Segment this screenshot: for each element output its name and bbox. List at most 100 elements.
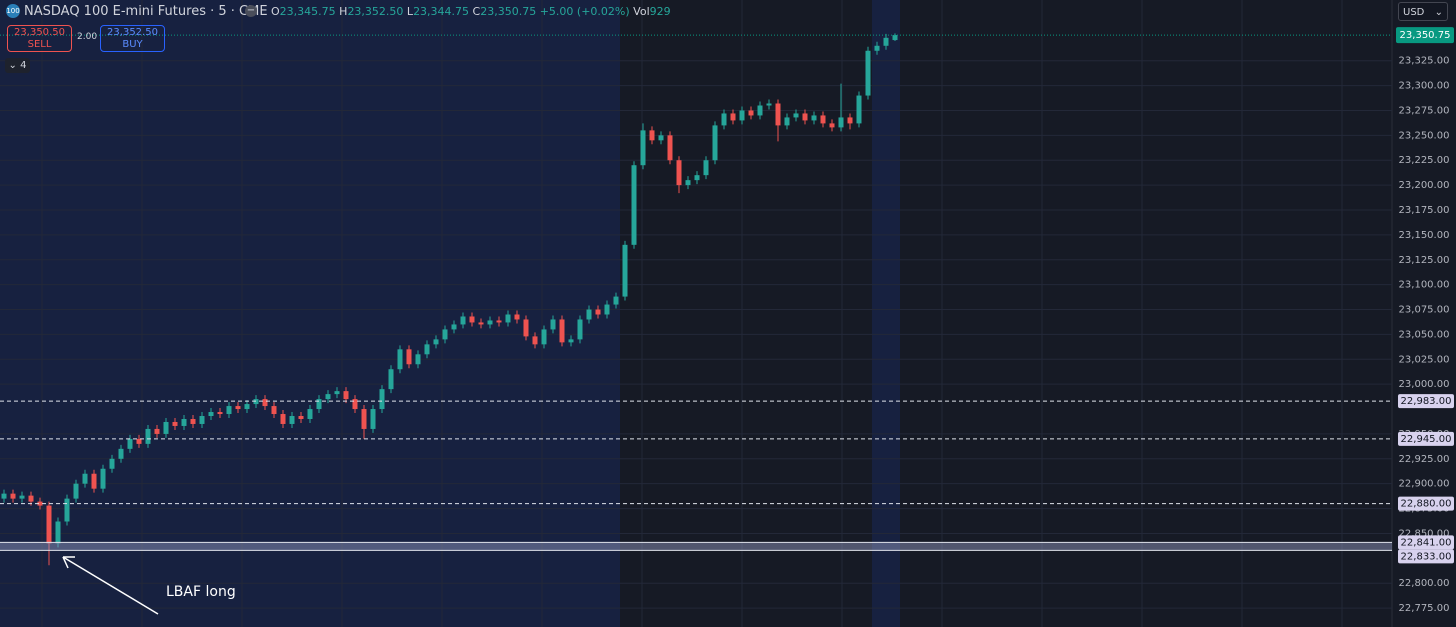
candle-body	[496, 320, 502, 323]
candle-body	[397, 349, 403, 370]
y-tick-label: 23,250.00	[1399, 130, 1450, 141]
c-label: C	[472, 5, 481, 18]
level-label-bg	[1398, 549, 1454, 564]
candle-body	[118, 448, 124, 459]
candle-body	[199, 416, 205, 424]
y-tick-label: 22,925.00	[1399, 454, 1450, 465]
y-tick-label: 23,300.00	[1399, 81, 1450, 92]
candle-body	[91, 473, 97, 489]
o-value: 23,345.75	[279, 5, 336, 18]
y-tick-label: 23,200.00	[1399, 180, 1450, 191]
candle-body	[46, 505, 52, 544]
candle-body	[28, 495, 34, 502]
candle-body	[568, 339, 574, 343]
candle-body	[514, 314, 520, 320]
candle-body	[82, 473, 88, 484]
candle-body	[604, 304, 610, 315]
y-tick-label: 23,325.00	[1399, 56, 1450, 67]
zone	[0, 542, 1392, 551]
candle-body	[847, 117, 853, 124]
candle-body	[523, 319, 529, 337]
collapse-button[interactable]: −	[245, 5, 257, 17]
candle-body	[262, 399, 268, 407]
y-tick-label: 23,150.00	[1399, 230, 1450, 241]
buy-button[interactable]: 23,352.50 BUY	[100, 25, 165, 52]
candle-body	[19, 495, 25, 499]
sell-price: 23,350.50	[14, 27, 65, 38]
arrow-head	[62, 556, 75, 569]
candle-body	[451, 324, 457, 330]
y-tick-label: 23,000.00	[1399, 379, 1450, 390]
annotation-arrow	[62, 556, 159, 615]
y-tick-label: 22,850.00	[1399, 528, 1450, 539]
l-label: L	[406, 5, 414, 18]
candle-body	[487, 320, 493, 325]
candle-body	[388, 369, 394, 390]
level-label: 22,841.00	[1401, 537, 1452, 548]
level-label: 22,880.00	[1401, 499, 1452, 510]
candle-body	[541, 329, 547, 345]
candle-body	[181, 418, 187, 426]
candle-body	[631, 165, 637, 245]
candle-body	[352, 399, 358, 410]
candle-body	[109, 458, 115, 469]
volume: 929	[649, 5, 671, 18]
candle-body	[739, 110, 745, 121]
candle-body	[271, 406, 277, 415]
candle-body	[649, 130, 655, 141]
candle-body	[1, 493, 7, 499]
candle-body	[217, 412, 223, 415]
y-tick-label: 23,075.00	[1399, 305, 1450, 316]
candle-body	[172, 421, 178, 426]
candle-body	[298, 416, 304, 419]
h-label: H	[339, 5, 348, 18]
currency: USD	[1403, 7, 1425, 18]
candle-body	[343, 391, 349, 400]
candle-body	[856, 95, 862, 124]
candle-body	[325, 394, 331, 400]
candle-body	[379, 389, 385, 410]
candle-body	[100, 468, 106, 489]
symbol-title[interactable]: NASDAQ 100 E-mini Futures · 5 · CME	[24, 4, 268, 19]
candle-body	[865, 50, 871, 96]
last-price-bg	[1396, 27, 1454, 44]
change: +5.00 (+0.02%)	[539, 5, 630, 18]
candle-body	[892, 35, 898, 41]
o-label: O	[271, 5, 280, 18]
candle-body	[550, 319, 556, 330]
candle-body	[280, 414, 286, 424]
sell-button[interactable]: 23,350.50 SELL	[7, 25, 72, 52]
candle-body	[667, 135, 673, 161]
candle-body	[37, 501, 43, 506]
vertical-grid	[41, 0, 1343, 627]
candle-body	[433, 339, 439, 345]
level-label-bg	[1398, 431, 1454, 446]
candle-body	[676, 160, 682, 186]
candle-body	[559, 319, 565, 343]
ohlc-readout: O23,345.75 H23,352.50 L23,344.75 C23,350…	[271, 5, 671, 18]
indicators-toggle[interactable]: ⌄ 4	[5, 58, 30, 73]
candle-body	[442, 329, 448, 340]
y-tick-label: 23,100.00	[1399, 280, 1450, 291]
candle-body	[721, 113, 727, 126]
y-tick-label: 22,900.00	[1399, 479, 1450, 490]
level-label: 22,983.00	[1401, 396, 1452, 407]
indicators-count: 4	[20, 60, 27, 71]
candle-body	[10, 493, 16, 499]
candle-body	[694, 175, 700, 181]
candle-body	[748, 110, 754, 116]
currency-select[interactable]: USD ⌄	[1398, 2, 1448, 21]
candle-body	[586, 309, 592, 320]
candle-body	[802, 113, 808, 121]
level-label: 22,833.00	[1401, 551, 1452, 562]
buy-price: 23,352.50	[107, 27, 158, 38]
candle-body	[190, 418, 196, 424]
h-value: 23,352.50	[347, 5, 404, 18]
candle-body	[469, 316, 475, 323]
candle-body	[883, 37, 889, 46]
candle-body	[757, 105, 763, 116]
candle-body	[235, 406, 241, 410]
candle-body	[406, 349, 412, 365]
